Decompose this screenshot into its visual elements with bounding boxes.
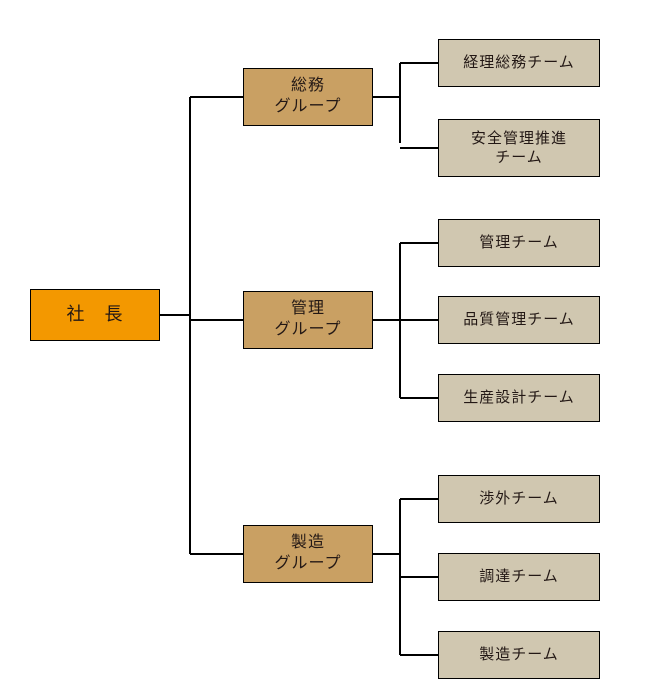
connector-h <box>400 319 438 321</box>
group-node-2: 製造 グループ <box>243 525 373 583</box>
connector-h <box>190 319 243 321</box>
connector-h <box>400 498 438 500</box>
connector-h <box>190 96 243 98</box>
team-node-7: 製造チーム <box>438 631 600 679</box>
team-node-3: 品質管理チーム <box>438 296 600 344</box>
connector-h <box>400 654 438 656</box>
connector-h <box>160 314 190 316</box>
team-node-5: 渉外チーム <box>438 475 600 523</box>
connector-h <box>400 62 438 64</box>
connector-h <box>373 96 400 98</box>
group-node-1: 管理 グループ <box>243 291 373 349</box>
team-node-4: 生産設計チーム <box>438 374 600 422</box>
connector-h <box>400 397 438 399</box>
connector-h <box>400 147 438 149</box>
team-node-2: 管理チーム <box>438 219 600 267</box>
connector-h <box>373 319 400 321</box>
team-node-0: 経理総務チーム <box>438 39 600 87</box>
connector-h <box>190 553 243 555</box>
connector-v <box>399 63 401 143</box>
connector-v <box>189 97 191 554</box>
team-node-1: 安全管理推進 チーム <box>438 119 600 177</box>
connector-h <box>373 553 400 555</box>
connector-h <box>400 242 438 244</box>
team-node-6: 調達チーム <box>438 553 600 601</box>
root-node: 社 長 <box>30 289 160 341</box>
connector-h <box>400 576 438 578</box>
group-node-0: 総務 グループ <box>243 68 373 126</box>
